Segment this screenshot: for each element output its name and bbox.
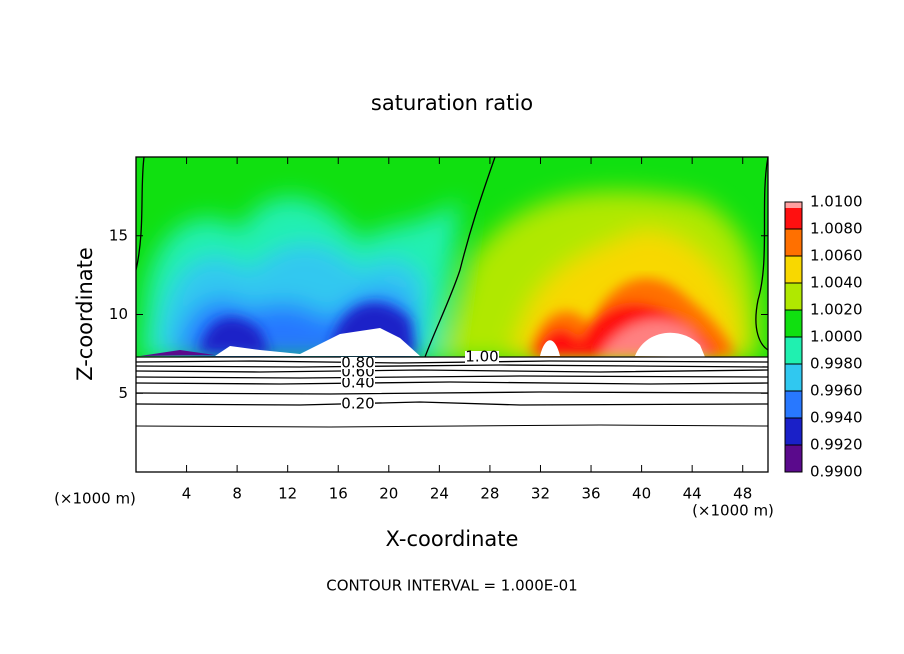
colorbar-segment	[785, 202, 802, 229]
colorbar-label: 1.0000	[810, 328, 863, 346]
colorbar-label: 0.9980	[810, 355, 863, 373]
colorbar-segment	[785, 229, 802, 256]
x-tick-label: 24	[430, 485, 449, 503]
x-tick-label: 44	[683, 485, 702, 503]
y-tick-label: 5	[118, 384, 128, 402]
x-tick-label: 48	[733, 485, 752, 503]
x-tick-label: 12	[278, 485, 297, 503]
colorbar-outline	[784, 201, 803, 473]
colorbar-segment	[785, 310, 802, 337]
x-unit-right: (×1000 m)	[692, 502, 774, 520]
x-tick-label: 4	[182, 485, 192, 503]
y-tick-label: 10	[109, 305, 128, 323]
colorbar-label: 1.0020	[810, 301, 863, 319]
colorbar-label: 1.0100	[810, 193, 863, 211]
x-tick-label: 20	[379, 485, 398, 503]
colorbar-top	[785, 202, 802, 208]
colorbar-label: 1.0080	[810, 220, 863, 238]
colorbar-segment	[785, 418, 802, 445]
contour-label: 1.00	[465, 348, 498, 366]
colorbar-segment	[785, 364, 802, 391]
colorbar-segment	[785, 283, 802, 310]
footer: CONTOUR INTERVAL = 1.000E-01	[326, 577, 577, 595]
contour-label-bg	[341, 377, 375, 389]
colorbar-segment	[785, 337, 802, 364]
colorbar-label: 0.9940	[810, 409, 863, 427]
colorbar-label: 0.9960	[810, 382, 863, 400]
y-axis-label: Z-coordinate	[73, 247, 97, 381]
contour-label: 0.20	[341, 395, 374, 413]
contour-label-bg	[465, 351, 499, 363]
contour-label-bg	[341, 357, 375, 369]
field	[136, 157, 768, 357]
x-tick-label: 32	[531, 485, 550, 503]
contour-label: 0.80	[341, 354, 374, 372]
x-unit-left: (×1000 m)	[54, 490, 136, 508]
contour-label-bg	[341, 398, 375, 410]
colorbar-segment	[785, 391, 802, 418]
colorbar-segment	[785, 445, 802, 472]
x-tick-label: 40	[632, 485, 651, 503]
x-tick-label: 16	[329, 485, 348, 503]
chart-title: saturation ratio	[371, 91, 533, 115]
x-tick-label: 36	[581, 485, 600, 503]
colorbar-segment	[785, 256, 802, 283]
contour-lines	[135, 356, 769, 428]
x-tick-label: 8	[232, 485, 242, 503]
x-axis-label: X-coordinate	[386, 527, 519, 551]
colorbar-label: 0.9900	[810, 463, 863, 481]
colorbar-label: 0.9920	[810, 436, 863, 454]
colorbar-label: 1.0040	[810, 274, 863, 292]
y-tick-label: 15	[109, 226, 128, 244]
colorbar-label: 1.0060	[810, 247, 863, 265]
x-tick-label: 28	[480, 485, 499, 503]
